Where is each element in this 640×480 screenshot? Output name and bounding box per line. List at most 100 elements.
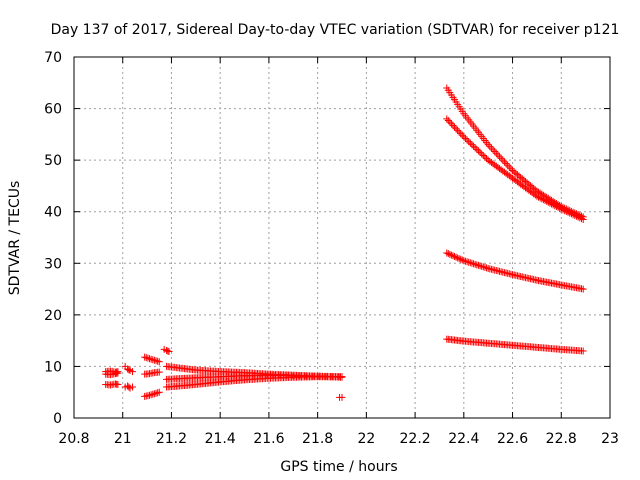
x-tick-label: 22.6 — [497, 431, 528, 447]
data-point — [454, 254, 462, 262]
data-point — [533, 192, 541, 200]
y-tick-label: 70 — [44, 50, 62, 66]
data-point — [536, 194, 544, 202]
data-point — [544, 198, 552, 206]
data-point — [546, 199, 554, 207]
data-point — [474, 261, 482, 269]
data-point — [471, 260, 479, 268]
data-point — [114, 380, 122, 388]
y-tick-label: 40 — [44, 205, 62, 221]
data-point — [571, 211, 579, 219]
data-point — [579, 285, 587, 293]
data-point — [567, 210, 575, 218]
x-tick-label: 21.6 — [253, 431, 284, 447]
data-point — [481, 263, 489, 271]
y-tick-label: 50 — [44, 153, 62, 169]
data-point — [481, 153, 489, 161]
data-point — [149, 356, 157, 364]
data-point — [500, 158, 508, 166]
data-point — [446, 118, 454, 126]
data-point — [479, 263, 487, 271]
series-sat-k — [163, 371, 346, 383]
data-point — [541, 197, 549, 205]
y-axis-label: SDTVAR / TECUs — [7, 181, 23, 296]
data-point — [554, 203, 562, 211]
data-point — [562, 208, 570, 216]
data-point — [114, 368, 122, 376]
data-point — [504, 161, 512, 169]
x-tick-label: 21 — [114, 431, 132, 447]
data-point — [455, 128, 463, 136]
data-point — [155, 368, 163, 376]
data-point — [569, 211, 577, 219]
data-point — [478, 262, 486, 270]
chart-title: Day 137 of 2017, Sidereal Day-to-day VTE… — [51, 22, 620, 38]
data-point — [149, 390, 157, 398]
x-tick-label: 21.8 — [302, 431, 333, 447]
x-tick-label: 21.4 — [205, 431, 236, 447]
data-point — [538, 195, 546, 203]
data-point — [489, 146, 497, 154]
data-point — [142, 354, 150, 362]
data-point — [476, 262, 484, 270]
data-point — [146, 391, 154, 399]
data-point — [452, 125, 460, 133]
series-sat-l — [141, 368, 163, 378]
data-point — [463, 136, 471, 144]
data-point — [458, 131, 466, 139]
data-point — [466, 259, 474, 267]
data-point — [154, 389, 162, 397]
x-tick-label: 21.2 — [156, 431, 187, 447]
series-sat-e — [121, 382, 136, 392]
data-point — [155, 388, 163, 396]
data-point — [494, 151, 502, 159]
data-point — [561, 207, 569, 215]
data-point — [447, 251, 455, 259]
series-sat-q — [443, 335, 587, 355]
data-point — [457, 130, 465, 138]
data-point — [154, 357, 162, 365]
data-point — [465, 138, 473, 146]
data-point — [576, 214, 584, 222]
data-point — [556, 204, 564, 212]
data-point — [539, 196, 547, 204]
data-point — [557, 205, 565, 213]
data-point — [478, 150, 486, 158]
x-tick-label: 22.8 — [546, 431, 577, 447]
data-point — [141, 353, 149, 361]
y-tick-label: 0 — [53, 411, 62, 427]
data-point — [552, 203, 560, 211]
data-point — [507, 165, 515, 173]
data-point — [505, 163, 513, 171]
data-point — [502, 160, 510, 168]
data-point — [454, 126, 462, 134]
data-point — [461, 257, 469, 265]
data-point — [470, 142, 478, 150]
y-tick-label: 20 — [44, 308, 62, 324]
data-point — [460, 133, 468, 141]
data-point — [535, 193, 543, 201]
data-point — [578, 215, 586, 223]
data-point — [496, 153, 504, 161]
data-point — [465, 258, 473, 266]
data-point — [155, 358, 163, 366]
data-point — [470, 260, 478, 268]
data-point — [457, 255, 465, 263]
data-points — [102, 84, 587, 401]
data-point — [460, 257, 468, 265]
data-point — [483, 264, 491, 272]
x-tick-label: 22.4 — [448, 431, 479, 447]
data-point — [468, 141, 476, 149]
data-point — [564, 208, 572, 216]
data-point — [486, 142, 494, 150]
plot-frame — [73, 56, 611, 419]
data-point — [543, 197, 551, 205]
y-tick-label: 10 — [44, 359, 62, 375]
data-point — [461, 134, 469, 142]
data-point — [455, 255, 463, 263]
data-point — [492, 149, 500, 157]
data-point — [446, 250, 454, 258]
data-point — [484, 141, 492, 149]
data-point — [452, 253, 460, 261]
